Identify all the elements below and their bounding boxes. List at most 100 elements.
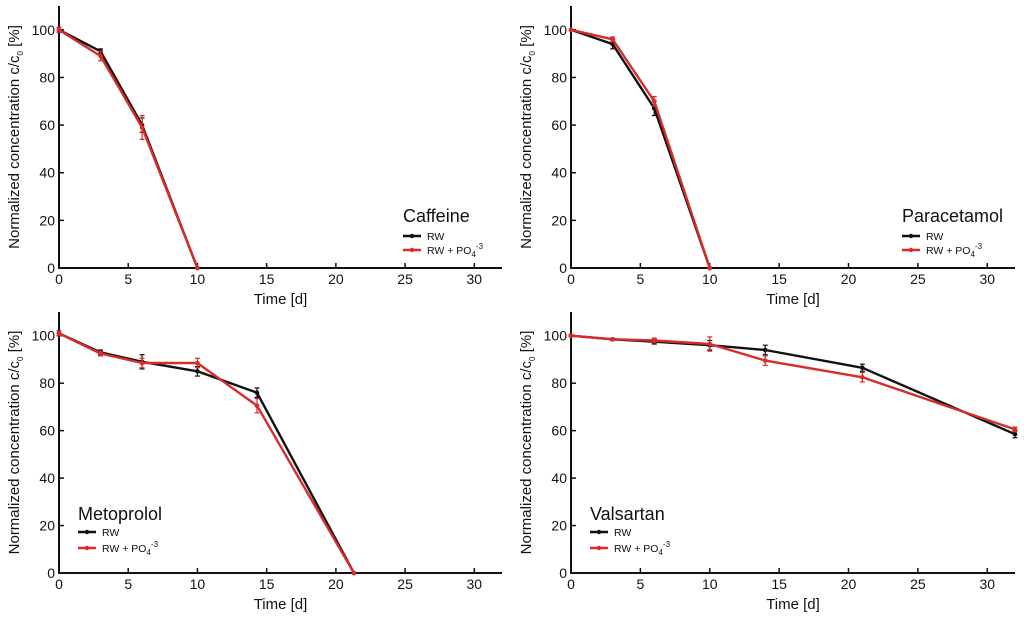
- data-point: [1012, 431, 1018, 437]
- chart-title: Caffeine: [403, 206, 470, 226]
- y-tick-label: 60: [551, 117, 567, 133]
- y-tick-label: 40: [39, 165, 55, 181]
- x-tick-label: 5: [636, 576, 644, 592]
- series-line-rw-po4: [570, 28, 711, 269]
- y-axis-label-sub: 0: [528, 356, 537, 361]
- x-axis-label: Time [d]: [766, 291, 820, 308]
- x-tick-label: 5: [124, 576, 132, 592]
- y-tick-label: 0: [47, 260, 55, 276]
- data-point: [98, 53, 103, 59]
- data-point: [139, 360, 145, 366]
- y-tick-label: 40: [551, 165, 567, 181]
- legend-label-sup: -3: [476, 242, 484, 251]
- chart-title: Valsartan: [590, 504, 665, 524]
- legend-label-sub: 4: [146, 548, 151, 557]
- y-tick-label: 60: [551, 423, 567, 439]
- legend-label-main: RW + PO: [427, 245, 471, 257]
- legend-label-rw: RW: [926, 231, 943, 243]
- chart-title: Metoprolol: [78, 504, 162, 524]
- y-axis-label: Normalized concentration c/c0 [%]: [518, 331, 537, 555]
- y-axis-label-unit: [%]: [6, 331, 23, 357]
- y-tick-label: 100: [544, 22, 568, 38]
- y-axis-label-unit: [%]: [6, 25, 23, 51]
- x-tick-label: 30: [467, 576, 483, 592]
- legend-label-rw-po4: RW + PO4-3: [614, 540, 671, 557]
- x-tick-label: 5: [124, 271, 132, 287]
- x-tick-label: 20: [841, 271, 857, 287]
- data-point: [568, 333, 574, 339]
- legend-label-rw-po4: RW + PO4-3: [926, 242, 983, 259]
- y-tick-label: 40: [39, 470, 55, 486]
- legend-marker: [84, 545, 90, 551]
- x-tick-label: 30: [979, 576, 995, 592]
- legend-label-sup: -3: [663, 540, 671, 549]
- legend-marker: [84, 529, 90, 535]
- data-point: [610, 37, 615, 42]
- legend-marker: [596, 545, 602, 551]
- data-point: [195, 369, 200, 374]
- x-tick-label: 15: [259, 576, 275, 592]
- y-tick-label: 60: [39, 423, 55, 439]
- data-point: [195, 265, 200, 271]
- data-point: [568, 27, 574, 33]
- x-tick-label: 20: [328, 271, 344, 287]
- legend-marker: [409, 247, 415, 253]
- y-tick-label: 100: [544, 328, 568, 344]
- data-point: [351, 570, 357, 576]
- x-tick-label: 0: [55, 576, 63, 592]
- data-point: [139, 125, 145, 130]
- x-tick-label: 30: [467, 271, 483, 287]
- data-point: [762, 358, 768, 363]
- data-point: [254, 390, 260, 395]
- x-tick-label: 25: [397, 576, 413, 592]
- x-axis-label: Time [d]: [254, 596, 308, 613]
- x-tick-label: 25: [910, 576, 926, 592]
- y-tick-label: 0: [559, 260, 567, 276]
- y-tick-label: 80: [551, 375, 567, 391]
- series-line-rw: [58, 28, 199, 269]
- legend-label-main: RW + PO: [102, 543, 146, 555]
- y-axis-label-sub: 0: [16, 356, 25, 361]
- x-axis-label: Time [d]: [254, 291, 308, 308]
- y-axis-label: Normalized concentration c/c0 [%]: [6, 331, 25, 555]
- y-axis-label: Normalized concentration c/c0 [%]: [6, 25, 25, 249]
- y-axis-label-unit: [%]: [518, 25, 535, 51]
- x-tick-label: 25: [397, 271, 413, 287]
- x-tick-label: 0: [567, 271, 575, 287]
- series-line-rw-po4: [58, 28, 199, 269]
- legend-label-main: RW + PO: [926, 245, 970, 257]
- chart-title: Paracetamol: [902, 206, 1003, 226]
- x-tick-label: 15: [771, 576, 787, 592]
- y-tick-label: 80: [39, 375, 55, 391]
- y-axis-label-sub: 0: [16, 50, 25, 55]
- series-line-rw: [570, 334, 1016, 436]
- x-axis-label: Time [d]: [766, 596, 820, 613]
- y-axis-label-sub: 0: [528, 50, 537, 55]
- x-tick-label: 30: [979, 271, 995, 287]
- data-point: [254, 403, 260, 409]
- data-point: [56, 331, 62, 336]
- x-tick-label: 5: [636, 271, 644, 287]
- legend-label-sup: -3: [151, 540, 159, 549]
- data-point: [707, 265, 713, 271]
- x-tick-label: 20: [841, 576, 857, 592]
- x-tick-label: 10: [702, 271, 718, 287]
- legend-label-rw: RW: [614, 527, 631, 539]
- y-tick-label: 100: [32, 328, 56, 344]
- y-tick-label: 20: [551, 212, 567, 228]
- data-point: [610, 336, 615, 342]
- legend-marker: [409, 233, 415, 239]
- y-tick-label: 80: [551, 69, 567, 85]
- legend-label-rw: RW: [102, 527, 119, 539]
- data-point: [98, 351, 103, 356]
- y-tick-label: 20: [39, 518, 55, 534]
- legend-label-rw: RW: [427, 231, 444, 243]
- y-axis-label-main: Normalized concentration c/c: [6, 55, 23, 249]
- legend-label-sup: -3: [975, 242, 983, 251]
- y-axis-label: Normalized concentration c/c0 [%]: [518, 25, 537, 249]
- legend-marker: [908, 247, 914, 253]
